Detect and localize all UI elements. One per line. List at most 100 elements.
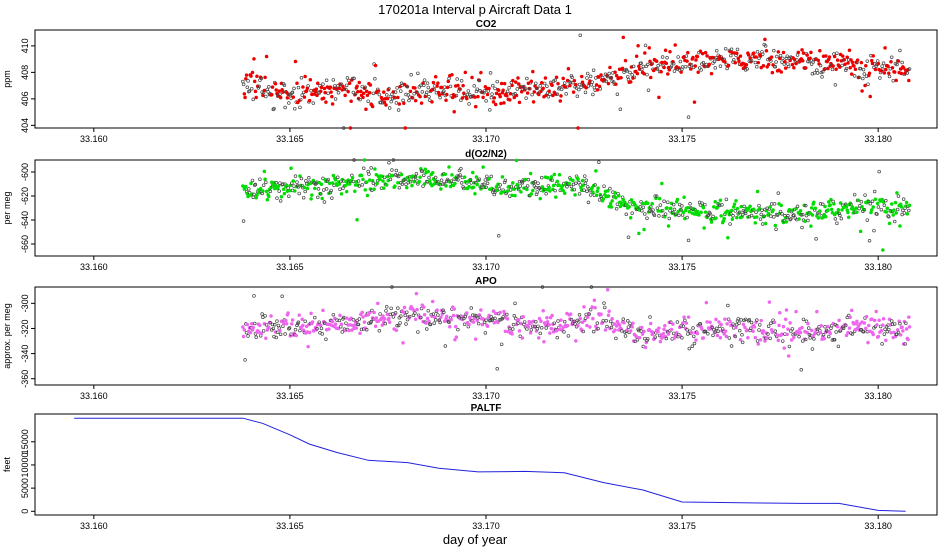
x-tick-label: 33.165 bbox=[276, 134, 304, 144]
data-point bbox=[360, 310, 365, 315]
data-point bbox=[627, 205, 631, 209]
data-point bbox=[566, 66, 571, 71]
data-point bbox=[892, 70, 897, 74]
data-point bbox=[734, 198, 738, 203]
data-point bbox=[621, 317, 626, 321]
data-point bbox=[752, 51, 756, 55]
data-point bbox=[862, 321, 867, 325]
data-point bbox=[545, 316, 549, 320]
data-point bbox=[556, 81, 560, 86]
data-point bbox=[845, 55, 849, 60]
data-point bbox=[242, 92, 247, 96]
data-point bbox=[501, 315, 505, 319]
data-point bbox=[776, 50, 781, 54]
data-point bbox=[244, 73, 249, 77]
data-point bbox=[387, 106, 392, 110]
data-point bbox=[320, 196, 324, 201]
data-point bbox=[674, 212, 678, 217]
data-point bbox=[694, 338, 698, 342]
data-point bbox=[795, 58, 799, 62]
data-point bbox=[456, 327, 460, 332]
data-point bbox=[650, 61, 654, 66]
data-point bbox=[602, 305, 607, 310]
data-point bbox=[640, 325, 644, 330]
data-point bbox=[646, 62, 650, 67]
data-point bbox=[594, 83, 599, 87]
data-point bbox=[408, 89, 413, 94]
x-tick-label: 33.160 bbox=[80, 391, 108, 401]
data-point bbox=[899, 71, 904, 76]
data-point bbox=[278, 332, 283, 337]
data-point bbox=[615, 202, 620, 206]
plot-frame bbox=[34, 159, 938, 257]
data-point bbox=[861, 329, 866, 334]
data-point bbox=[316, 81, 320, 85]
data-point bbox=[373, 77, 377, 81]
data-point bbox=[743, 325, 747, 330]
data-point bbox=[735, 206, 740, 211]
data-point bbox=[241, 219, 246, 223]
data-point bbox=[707, 62, 712, 67]
data-point bbox=[703, 50, 708, 55]
data-point bbox=[537, 316, 542, 321]
data-point bbox=[389, 99, 393, 104]
data-point bbox=[887, 327, 891, 332]
data-point bbox=[430, 170, 435, 175]
data-point bbox=[588, 307, 593, 312]
data-point bbox=[488, 71, 493, 75]
data-point bbox=[608, 319, 613, 324]
data-point bbox=[882, 203, 887, 208]
data-point bbox=[361, 177, 365, 182]
data-point bbox=[826, 66, 830, 71]
data-point bbox=[660, 60, 664, 65]
data-point bbox=[318, 89, 323, 94]
data-point bbox=[801, 51, 806, 55]
data-point bbox=[303, 74, 307, 79]
data-point bbox=[620, 66, 625, 71]
data-point bbox=[249, 74, 253, 78]
data-point bbox=[449, 179, 453, 183]
data-point bbox=[688, 201, 692, 206]
y-tick-label: 408 bbox=[20, 65, 30, 80]
data-point bbox=[733, 61, 738, 65]
data-point bbox=[884, 210, 889, 214]
data-point bbox=[665, 55, 669, 60]
data-point bbox=[508, 188, 513, 192]
data-point bbox=[476, 94, 480, 99]
data-point bbox=[633, 203, 637, 207]
data-point bbox=[459, 78, 464, 83]
data-point bbox=[659, 70, 663, 74]
data-point bbox=[413, 98, 418, 103]
data-point bbox=[818, 330, 823, 335]
data-point bbox=[247, 187, 251, 191]
data-point bbox=[703, 202, 707, 207]
data-point bbox=[491, 83, 495, 88]
data-point bbox=[700, 327, 704, 331]
data-point bbox=[261, 189, 265, 193]
data-point bbox=[780, 212, 784, 216]
data-point bbox=[304, 179, 308, 183]
data-point bbox=[747, 317, 752, 322]
data-point bbox=[812, 337, 816, 341]
y-axis-label: per meg bbox=[2, 191, 12, 224]
data-point bbox=[518, 334, 522, 338]
data-point bbox=[505, 89, 510, 94]
data-point bbox=[903, 342, 907, 346]
data-point bbox=[872, 189, 877, 194]
data-point bbox=[354, 326, 359, 330]
data-point bbox=[373, 167, 377, 171]
data-point bbox=[867, 323, 871, 328]
data-point bbox=[245, 322, 250, 327]
data-point bbox=[680, 204, 684, 208]
data-point bbox=[426, 85, 431, 90]
data-point bbox=[343, 184, 347, 188]
data-point bbox=[436, 313, 440, 317]
data-point bbox=[253, 89, 258, 94]
data-point bbox=[809, 206, 814, 210]
data-point bbox=[580, 74, 584, 79]
data-point bbox=[759, 212, 763, 217]
data-point bbox=[889, 319, 894, 323]
data-point bbox=[622, 70, 626, 74]
data-point bbox=[370, 104, 375, 109]
data-point bbox=[520, 336, 525, 340]
